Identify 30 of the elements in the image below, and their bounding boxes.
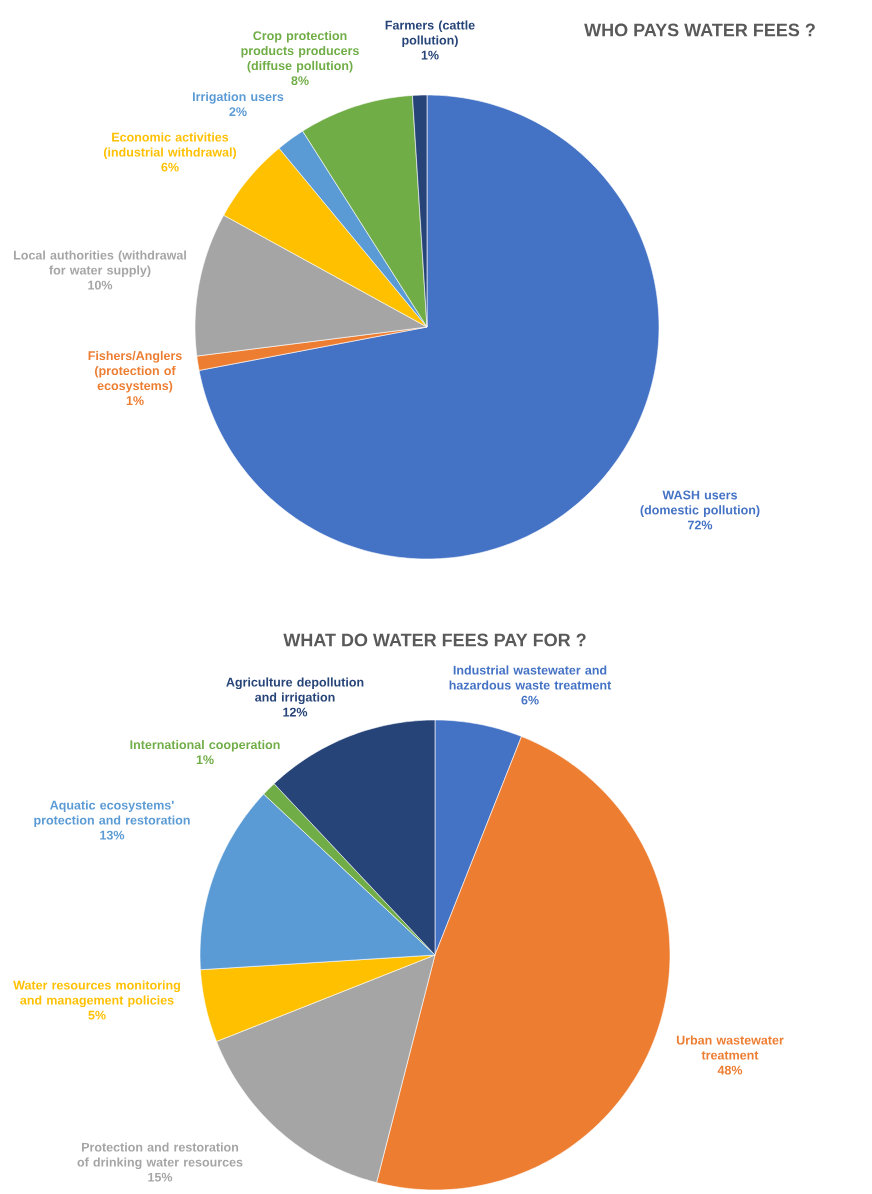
data-label: 2%: [229, 107, 247, 117]
data-label: 12%: [283, 707, 308, 717]
data-label: 48%: [717, 1065, 743, 1075]
chart-title: WHAT DO WATER FEES PAY FOR ?: [283, 633, 586, 647]
slice-label: Agriculture depollution and irrigation: [226, 677, 364, 705]
chart-title: WHO PAYS WATER FEES ?: [584, 23, 815, 37]
slice-label: Urban wastewater treatment: [676, 1035, 784, 1060]
slice-label: Fishers/Anglers (protection of ecosystems): [88, 350, 182, 393]
slice-label: Economic activities (industrial withdrawal): [103, 132, 237, 160]
data-label: 5%: [88, 1010, 106, 1020]
data-label: 6%: [161, 162, 179, 172]
data-label: 13%: [100, 830, 125, 840]
slice-label: Water resources monitoring and management policies: [13, 980, 180, 1008]
slice-label: Protection and restoration of drinking water resources: [77, 1142, 243, 1170]
data-label: 8%: [291, 76, 309, 86]
data-label: 1%: [126, 396, 144, 406]
data-label: 1%: [421, 50, 439, 60]
data-label: 6%: [521, 695, 539, 705]
slice-label: Irrigation users: [192, 91, 284, 104]
data-label: 15%: [148, 1172, 173, 1182]
slice-label: Local authorities (withdrawal for water supply): [14, 250, 186, 278]
slice-label: International cooperation: [130, 739, 280, 752]
data-label: 1%: [196, 755, 214, 765]
data-label: 72%: [688, 520, 713, 530]
slice-label: Farmers (cattle pollution): [385, 20, 475, 48]
slice-label: Crop protection products producers (diffuse pollution): [241, 30, 359, 73]
data-label: 10%: [88, 280, 113, 290]
slice-label: Aquatic ecosystems' protection and restoration: [34, 800, 190, 828]
slice-label: Industrial wastewater and hazardous waste treatment: [449, 665, 612, 690]
slice-label: WASH users (domestic pollution): [640, 490, 760, 517]
